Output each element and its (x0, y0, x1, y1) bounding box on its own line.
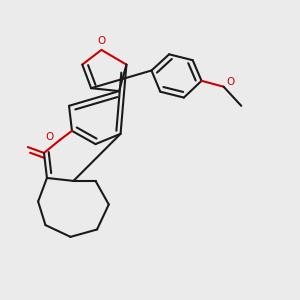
Text: O: O (227, 77, 235, 87)
Text: O: O (46, 132, 54, 142)
Text: O: O (97, 36, 106, 46)
